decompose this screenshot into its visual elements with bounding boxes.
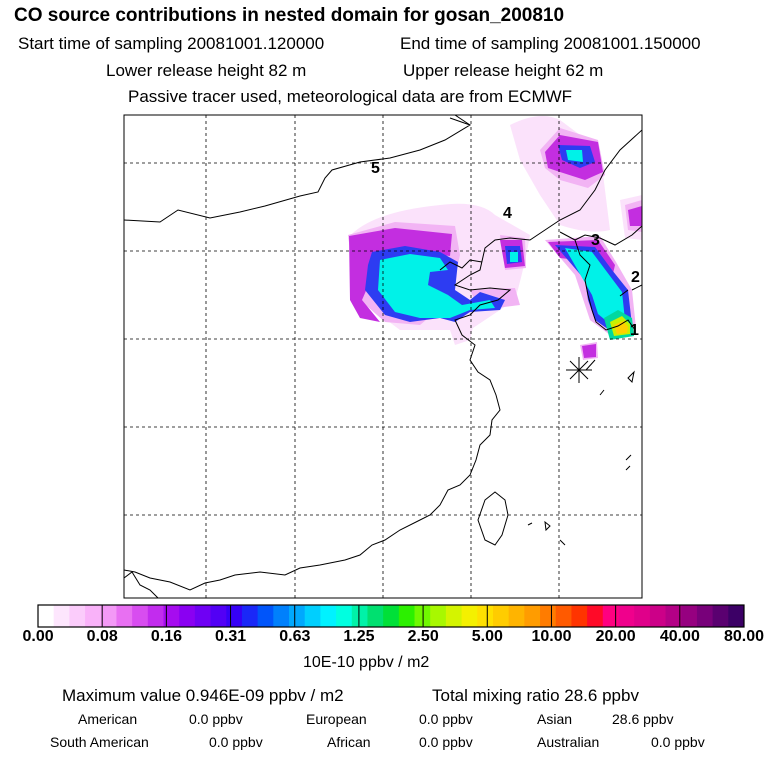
colorbar-tick-label: 0.16 xyxy=(150,628,182,645)
graticule xyxy=(124,115,642,598)
colorbar-swatch xyxy=(461,605,478,627)
colorbar-swatch xyxy=(147,605,165,627)
colorbar-swatch xyxy=(69,605,86,627)
colorbar-swatch xyxy=(477,605,494,627)
map-title: CO source contributions in nested domain… xyxy=(14,5,565,26)
colorbar-unit: 10E-10 ppbv / m2 xyxy=(303,654,430,671)
marker-1: 1 xyxy=(630,322,639,339)
australian-label: Australian xyxy=(537,734,600,750)
colorbar-tick-label: 1.25 xyxy=(343,628,375,645)
total-mixing-ratio: Total mixing ratio 28.6 ppbv xyxy=(432,686,639,705)
colorbar-tick-label: 10.00 xyxy=(531,628,572,645)
south-american-label: South American xyxy=(50,734,149,750)
colorbar-tick-label: 80.00 xyxy=(724,628,765,645)
colorbar-frame xyxy=(37,604,745,628)
african-label: African xyxy=(327,734,371,750)
coastlines xyxy=(124,115,642,598)
marker-2: 2 xyxy=(631,269,640,286)
colorbar-swatch xyxy=(367,605,384,627)
colorbar-swatch xyxy=(712,605,729,627)
colorbar-tick-label: 20.00 xyxy=(595,628,636,645)
colorbar-swatch xyxy=(508,605,525,627)
plume-cyan xyxy=(378,150,625,324)
colorbar-swatch xyxy=(257,605,274,627)
colorbar-swatch xyxy=(320,605,337,627)
colorbar-swatch xyxy=(383,605,400,627)
colorbar-swatch xyxy=(665,605,682,627)
colorbar-swatch xyxy=(634,605,651,627)
colorbar-swatch xyxy=(100,605,117,627)
colorbar-tick-label: 0.08 xyxy=(86,628,118,645)
colorbar-swatch xyxy=(116,605,133,627)
colorbar-swatch xyxy=(445,605,463,627)
colorbar-swatch xyxy=(273,605,290,627)
colorbar-swatch xyxy=(351,605,368,627)
start-time: Start time of sampling 20081001.120000 xyxy=(18,34,325,53)
colorbar-ticks xyxy=(37,605,745,627)
colorbar-swatch xyxy=(289,605,306,627)
colorbar-swatch xyxy=(524,605,541,627)
colorbar-swatch xyxy=(398,605,416,627)
colorbar-swatch xyxy=(430,605,447,627)
colorbar-tick-label: 0.00 xyxy=(22,628,54,645)
colorbar-swatch xyxy=(241,605,259,627)
colorbar-tick-label: 0.63 xyxy=(279,628,311,645)
colorbar-swatch xyxy=(53,605,70,627)
end-time: End time of sampling 20081001.150000 xyxy=(400,34,701,53)
colorbar-swatch xyxy=(304,605,321,627)
asian-label: Asian xyxy=(537,711,573,727)
colorbar-swatch xyxy=(587,605,604,627)
american-value: 0.0 ppbv xyxy=(189,711,243,727)
colorbar-swatch xyxy=(555,605,572,627)
colorbar-swatch xyxy=(728,605,745,627)
colorbar-swatch xyxy=(38,605,55,627)
colorbar-swatch xyxy=(226,605,243,627)
african-value: 0.0 ppbv xyxy=(419,734,473,750)
marker-4: 4 xyxy=(503,205,512,222)
lower-release-height: Lower release height 82 m xyxy=(106,61,307,80)
colorbar-swatch xyxy=(85,605,102,627)
trajectory-markers: 1 2 3 4 5 xyxy=(371,160,640,339)
american-label: American xyxy=(78,711,138,727)
colorbar-swatch xyxy=(194,605,212,627)
marker-3: 3 xyxy=(591,232,600,249)
receptor-asterisk-icon xyxy=(566,357,592,383)
european-label: European xyxy=(306,711,367,727)
colorbar-swatch xyxy=(163,605,180,627)
colorbar-swatch xyxy=(696,605,714,627)
colorbar-tick-label: 40.00 xyxy=(659,628,700,645)
colorbar-swatch xyxy=(681,605,698,627)
colorbar-swatch xyxy=(618,605,635,627)
colorbar xyxy=(38,605,745,627)
colorbar-swatch xyxy=(132,605,149,627)
asian-value: 28.6 ppbv xyxy=(612,711,674,727)
colorbar-swatch xyxy=(210,605,227,627)
max-value: Maximum value 0.946E-09 ppbv / m2 xyxy=(62,686,344,705)
colorbar-swatch xyxy=(602,605,619,627)
colorbar-swatch xyxy=(336,605,353,627)
south-american-value: 0.0 ppbv xyxy=(209,734,263,750)
colorbar-tick-label: 0.31 xyxy=(215,628,247,645)
upper-release-height: Upper release height 62 m xyxy=(403,61,604,80)
colorbar-swatch xyxy=(649,605,667,627)
tracer-note: Passive tracer used, meteorological data… xyxy=(128,87,573,106)
colorbar-swatch xyxy=(179,605,196,627)
australian-value: 0.0 ppbv xyxy=(651,734,705,750)
colorbar-tick-label: 5.00 xyxy=(471,628,503,645)
colorbar-swatch xyxy=(571,605,588,627)
colorbar-swatch xyxy=(492,605,510,627)
colorbar-tick-label: 2.50 xyxy=(407,628,439,645)
marker-5: 5 xyxy=(371,160,380,177)
european-value: 0.0 ppbv xyxy=(419,711,473,727)
map-frame xyxy=(123,114,643,599)
colorbar-swatch xyxy=(540,605,557,627)
